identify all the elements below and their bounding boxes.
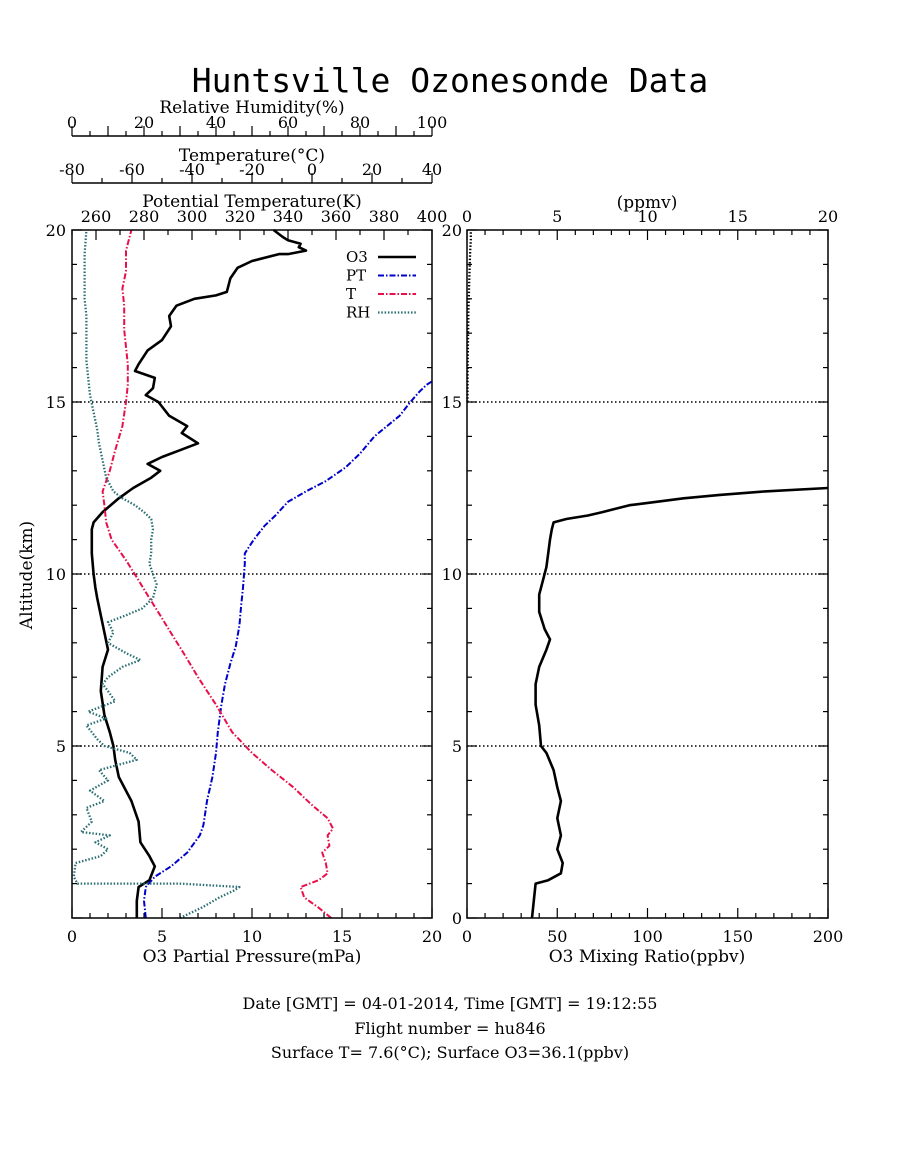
- ppbv-tick-label-50: 50: [547, 927, 567, 946]
- o3-pp-axis-label: O3 Partial Pressure(mPa): [143, 947, 362, 967]
- pt-tick-label-280: 280: [129, 207, 160, 226]
- ppmv-tick-label-10: 10: [637, 207, 657, 226]
- t-tick-label-40: 40: [422, 160, 442, 179]
- left-ytick-label-20: 20: [46, 221, 66, 240]
- o3-pp-tick-label-15: 15: [332, 927, 352, 946]
- t-tick-label-0: 0: [307, 160, 317, 179]
- left-series: [72, 228, 433, 920]
- series-line-o3: [90, 228, 308, 918]
- o3-pp-tick-label-20: 20: [422, 927, 442, 946]
- pt-tick-label-340: 340: [273, 207, 304, 226]
- t-tick-label--40: -40: [179, 160, 205, 179]
- left-ytick-label-5: 5: [56, 737, 66, 756]
- right-ytick-label-10: 10: [442, 565, 462, 584]
- ppmv-axis-label: (ppmv): [617, 193, 678, 213]
- series-line-rh: [72, 229, 241, 920]
- o3-pp-tick-label-5: 5: [157, 927, 167, 946]
- pt-axis-label: Potential Temperature(K): [142, 192, 361, 212]
- pt-tick-label-260: 260: [81, 207, 112, 226]
- ppbv-tick-label-0: 0: [462, 927, 472, 946]
- legend-label-rh: RH: [346, 304, 370, 322]
- right-ytick-label-15: 15: [442, 393, 462, 412]
- right-ytick-label-5: 5: [452, 737, 462, 756]
- chart-title: Huntsville Ozonesonde Data: [192, 61, 709, 100]
- rh-tick-label-0: 0: [67, 113, 77, 132]
- t-axis-label: Temperature(°C): [179, 146, 325, 166]
- t-tick-label-20: 20: [362, 160, 382, 179]
- rh-tick-label-100: 100: [417, 113, 448, 132]
- ppbv-tick-label-100: 100: [632, 927, 663, 946]
- right-ytick-label-20: 20: [442, 221, 462, 240]
- o3-pp-tick-label-10: 10: [242, 927, 262, 946]
- o3-pp-tick-label-0: 0: [67, 927, 77, 946]
- series-line-t: [101, 229, 334, 919]
- mixing-ratio-axis-label: O3 Mixing Ratio(ppbv): [549, 947, 746, 967]
- rh-tick-label-60: 60: [278, 113, 298, 132]
- left-ytick-label-15: 15: [46, 393, 66, 412]
- ppmv-tick-label-15: 15: [728, 207, 748, 226]
- ppmv-tick-label-20: 20: [818, 207, 838, 226]
- legend-label-o3: O3: [346, 248, 368, 266]
- pt-tick-label-300: 300: [177, 207, 208, 226]
- t-tick-label--20: -20: [239, 160, 265, 179]
- t-tick-label--60: -60: [119, 160, 145, 179]
- series-line-pt: [143, 380, 433, 919]
- pt-tick-label-320: 320: [225, 207, 256, 226]
- footer-date-line: Date [GMT] = 04-01-2014, Time [GMT] = 19…: [242, 994, 658, 1013]
- ppbv-tick-label-200: 200: [813, 927, 844, 946]
- right-ytick-label-0: 0: [452, 909, 462, 928]
- t-tick-label--80: -80: [59, 160, 85, 179]
- series-line-mr_ppbv: [530, 486, 829, 919]
- ppmv-tick-label-0: 0: [462, 207, 472, 226]
- rh-tick-label-20: 20: [134, 113, 154, 132]
- footer-flight-line: Flight number = hu846: [354, 1019, 546, 1038]
- legend-label-t: T: [346, 285, 356, 303]
- ppmv-tick-label-5: 5: [552, 207, 562, 226]
- right-gridlines: [467, 401, 828, 747]
- left-ytick-label-10: 10: [46, 565, 66, 584]
- pt-tick-label-360: 360: [321, 207, 352, 226]
- series-line-mr_ppmv: [466, 230, 472, 403]
- pt-tick-label-400: 400: [417, 207, 448, 226]
- rh-axis-label: Relative Humidity(%): [159, 98, 344, 118]
- rh-tick-label-80: 80: [350, 113, 370, 132]
- altitude-axis-label: Altitude(km): [17, 521, 37, 630]
- footer-surface-line: Surface T= 7.6(°C); Surface O3=36.1(ppbv…: [270, 1043, 630, 1062]
- pt-tick-label-380: 380: [369, 207, 400, 226]
- left-gridlines: [72, 401, 432, 747]
- legend-label-pt: PT: [346, 267, 366, 285]
- rh-tick-label-40: 40: [206, 113, 226, 132]
- ppbv-tick-label-150: 150: [722, 927, 753, 946]
